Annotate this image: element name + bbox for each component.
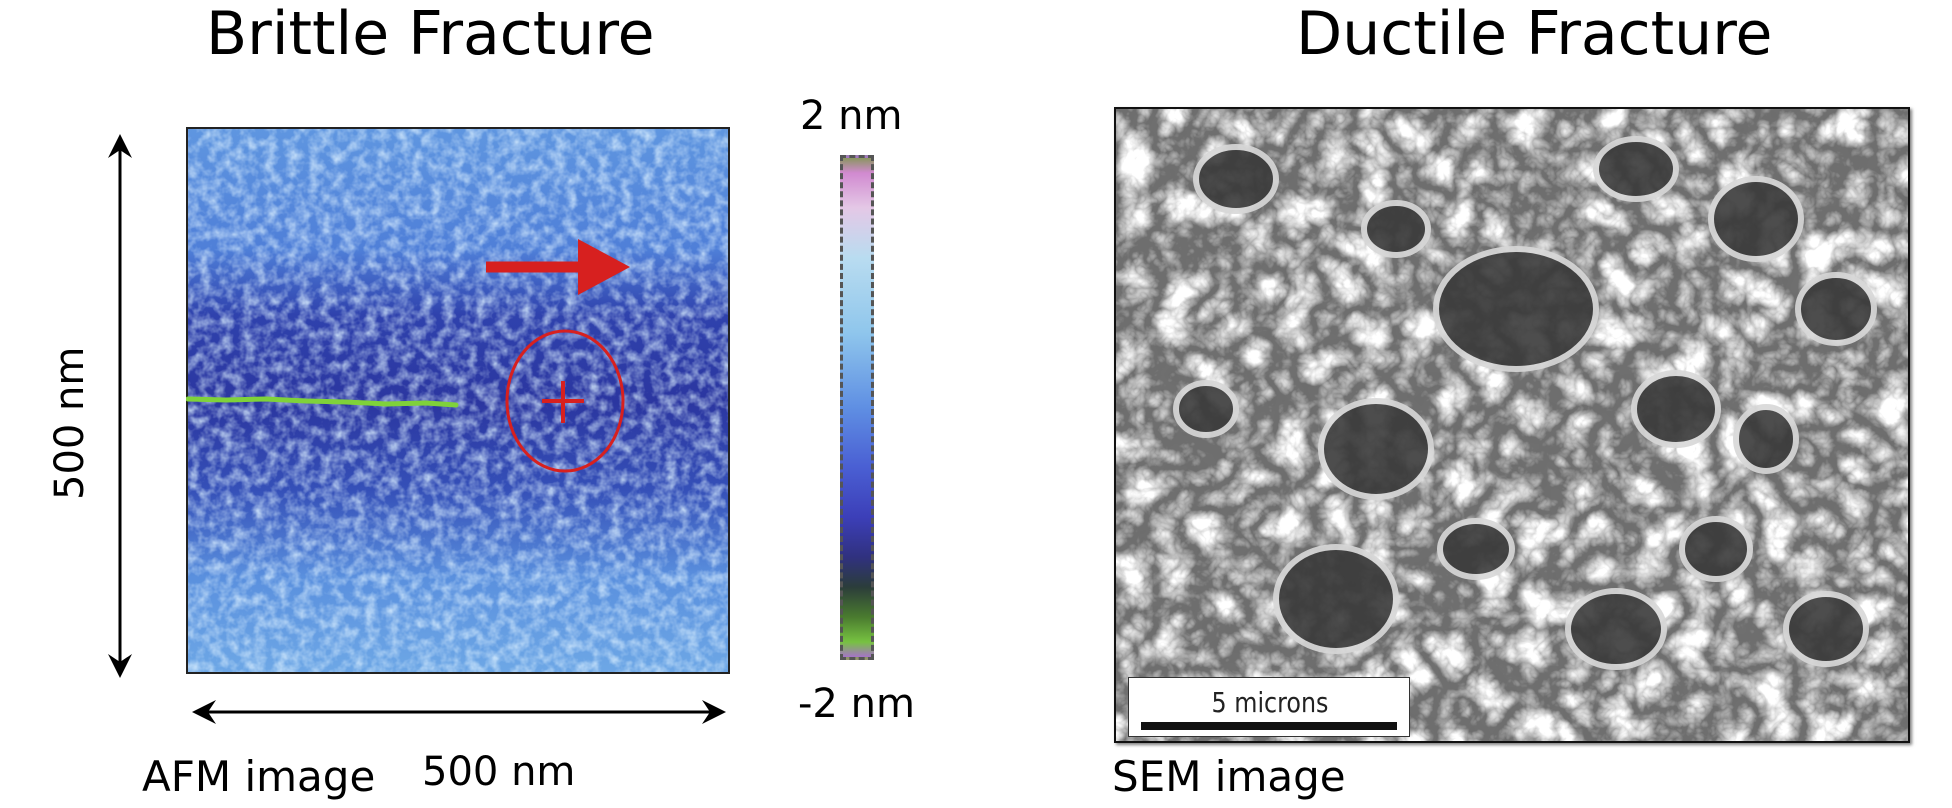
- crack-line: [186, 396, 459, 408]
- double-arrow-vertical-icon: [108, 134, 132, 678]
- right-panel-title: Ductile Fracture: [1296, 0, 1773, 69]
- scale-min-label: -2 nm: [798, 681, 915, 727]
- afm-texture: [188, 129, 728, 672]
- y-axis-label: 500 nm: [47, 346, 93, 500]
- scale-max-label: 2 nm: [800, 93, 903, 139]
- scale-bar-box: 5 microns: [1128, 677, 1410, 737]
- sem-image: 5 microns: [1114, 107, 1910, 743]
- double-arrow-horizontal-icon: [192, 700, 726, 724]
- scale-bar: [1141, 722, 1397, 730]
- crack-tip-circle: [505, 329, 625, 473]
- scale-bar-label: 5 microns: [1211, 686, 1329, 719]
- left-panel-title: Brittle Fracture: [206, 0, 655, 69]
- sem-texture: [1116, 109, 1908, 741]
- left-panel-caption: AFM image: [142, 752, 376, 801]
- crosshair-icon: [542, 381, 584, 423]
- x-axis-label: 500 nm: [422, 749, 576, 795]
- arrow-right-icon: [486, 239, 630, 295]
- afm-image: [186, 127, 730, 674]
- right-panel-caption: SEM image: [1112, 752, 1346, 801]
- color-scale-bar: [840, 155, 874, 660]
